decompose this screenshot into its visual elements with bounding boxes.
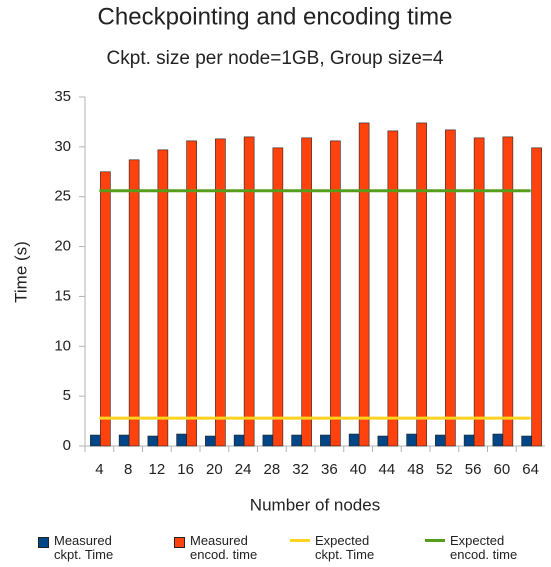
bar <box>233 434 245 447</box>
bar <box>128 159 140 447</box>
y-tick-label: 20 <box>54 238 71 255</box>
y-axis-title: Time (s) <box>11 241 30 303</box>
y-tick-label: 5 <box>63 387 71 404</box>
bar <box>118 434 130 447</box>
bar <box>463 434 475 447</box>
bar <box>492 433 504 447</box>
legend-swatch <box>425 539 445 542</box>
legend-item: Expected encod. time <box>425 534 538 562</box>
x-tick-label: 44 <box>379 461 396 478</box>
chart-title: Checkpointing and encoding time <box>98 3 453 30</box>
x-tick-label: 4 <box>95 461 103 478</box>
legend-swatch <box>290 539 310 542</box>
x-tick-label: 40 <box>350 461 367 478</box>
bar <box>186 140 197 447</box>
x-tick-label: 52 <box>436 461 453 478</box>
bar <box>406 433 417 447</box>
legend-swatch <box>38 537 49 548</box>
bar <box>176 433 187 447</box>
x-tick-label: 60 <box>494 461 511 478</box>
bar <box>445 129 456 447</box>
x-tick-label: 32 <box>292 461 309 478</box>
chart: Checkpointing and encoding time Ckpt. si… <box>11 3 545 514</box>
bar <box>502 136 514 447</box>
bar <box>330 140 341 447</box>
legend-swatch <box>174 537 185 548</box>
legend-item: Measured ckpt. Time <box>38 534 136 562</box>
legend-label: Measured ckpt. Time <box>54 533 114 562</box>
bar <box>320 434 331 447</box>
bar <box>147 435 159 447</box>
bar <box>157 149 169 447</box>
x-tick-label: 24 <box>235 461 252 478</box>
bar <box>377 435 389 447</box>
y-tick-label: 0 <box>63 437 71 454</box>
legend-label: Expected ckpt. Time <box>315 533 375 562</box>
bar <box>205 435 216 447</box>
y-tick-label: 10 <box>54 337 71 354</box>
bar <box>272 147 284 447</box>
bar <box>301 137 312 447</box>
y-tick-label: 30 <box>54 138 71 155</box>
bar <box>435 434 446 447</box>
x-tick-label: 20 <box>206 461 223 478</box>
bar <box>90 434 101 447</box>
y-tick-label: 25 <box>54 188 71 205</box>
legend-item: Measured encod. time <box>174 534 278 562</box>
bar <box>358 122 370 447</box>
x-tick-label: 8 <box>124 461 132 478</box>
x-tick-label: 48 <box>407 461 424 478</box>
y-tick-label: 35 <box>54 88 71 105</box>
chart-subtitle: Ckpt. size per node=1GB, Group size=4 <box>107 48 444 69</box>
bar <box>348 433 360 447</box>
y-tick-label: 15 <box>54 287 71 304</box>
bar <box>262 434 274 447</box>
bar <box>416 122 427 447</box>
x-tick-label: 36 <box>321 461 338 478</box>
x-tick-label: 56 <box>465 461 482 478</box>
legend-item: Expected ckpt. Time <box>290 534 397 562</box>
bar <box>100 171 111 447</box>
bar <box>387 130 399 447</box>
bar <box>243 136 255 447</box>
bar <box>473 137 485 447</box>
x-tick-label: 64 <box>522 461 539 478</box>
x-tick-label: 16 <box>177 461 194 478</box>
legend-label: Measured encod. time <box>190 533 258 562</box>
bar <box>215 138 226 447</box>
bar <box>531 147 542 447</box>
x-tick-label: 12 <box>149 461 166 478</box>
x-tick-label: 28 <box>264 461 281 478</box>
bar <box>291 434 302 447</box>
legend-label: Expected encod. time <box>450 533 518 562</box>
x-axis-title: Number of nodes <box>250 495 380 514</box>
bar <box>521 435 532 447</box>
